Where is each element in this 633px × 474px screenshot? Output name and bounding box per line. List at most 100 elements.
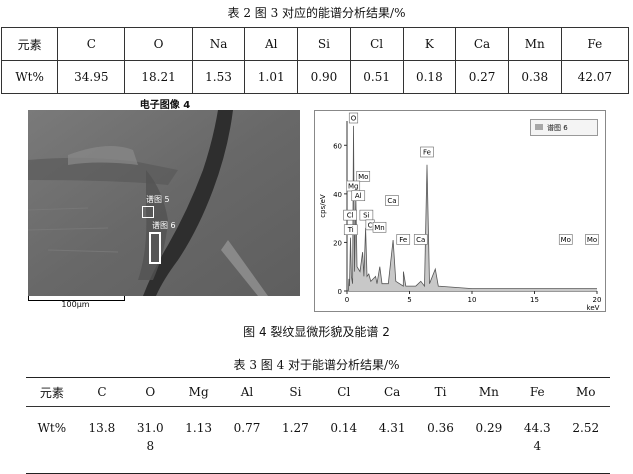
peak-label-mn: Mn (374, 224, 384, 232)
peak-label-c: C (368, 221, 373, 229)
peak-label-ca: Ca (416, 236, 425, 244)
peak-label-mo: Mo (561, 236, 571, 244)
peak-label-box (356, 170, 371, 182)
table2-data-row: Wt% 34.95 18.21 1.53 1.01 0.90 0.51 0.18 0.27 0.3… (0, 60, 630, 94)
table2-cell: 0.51 (349, 60, 404, 94)
spectrum-line (347, 125, 597, 292)
table2-header-fe: Fe (560, 27, 630, 61)
table3-header-al: Al (222, 377, 272, 407)
y-tick-label: 0 (338, 288, 342, 296)
table3-cell: 13.8 (88, 421, 116, 435)
peak-label-box (372, 221, 387, 233)
y-tick-label: 20 (333, 239, 342, 247)
peak-label-box (413, 234, 428, 245)
table2-header-si: Si (297, 27, 351, 61)
table2-header-al: Al (244, 27, 299, 61)
table3-cell: 31.0 8 (136, 421, 164, 453)
table2-header-c: C (57, 27, 126, 61)
peak-label-al: Al (355, 192, 362, 200)
table3-header-mg: Mg (174, 377, 223, 407)
scale-bar-label: 100μm (61, 300, 90, 309)
y-tick-label: 40 (333, 191, 342, 199)
peak-label-box (396, 234, 411, 245)
table2-cell: 18.21 (124, 60, 193, 94)
sem-spectrum-5-box (142, 206, 154, 218)
table3-header-row: 元素 C O Mg Al Si Cl Ca Ti Mn Fe Mo (26, 377, 610, 407)
table2-cell: 0.18 (402, 60, 457, 94)
sem-spectrum-6-box (149, 232, 161, 264)
table3-header-cl: Cl (319, 377, 368, 407)
table2-header-mn: Mn (507, 27, 562, 61)
y-axis-label: cps/eV (319, 194, 327, 218)
sem-micrograph: 谱图 5 谱图 6 (28, 110, 300, 296)
table2-header-na: Na (191, 27, 246, 61)
sem-texture (28, 110, 300, 296)
peak-label-cl: Cl (347, 212, 354, 220)
peak-label-o: O (351, 115, 357, 123)
table2-cell: 34.95 (57, 60, 126, 94)
x-tick-label: 15 (530, 296, 539, 304)
table2: 元素 C O Na Al Si Cl K Ca Mn Fe Wt% 34.95 18.21 1.53 1.0… (0, 27, 630, 94)
peak-label-box (343, 209, 357, 221)
scale-bar (28, 296, 125, 301)
table2-header-ca: Ca (455, 27, 509, 61)
table3-header-o: O (126, 377, 175, 407)
peak-label-box (343, 224, 358, 236)
peak-label-box (351, 190, 366, 202)
eds-spectrum-panel: 0 20 40 60 0 5 10 15 20 cps/eV keV O Fe Mo Mg Al Ca Cl Si C… (314, 110, 606, 312)
table3-cell: 2.52 (572, 421, 600, 435)
table3-cell: 0.29 (475, 421, 503, 435)
table3-corner-header: 元素 (26, 377, 78, 407)
peak-label-mg: Mg (348, 183, 358, 191)
table3-cell: 0.77 (233, 421, 261, 435)
table2-cell: 0.90 (297, 60, 351, 94)
table3-cell: 0.36 (427, 421, 454, 435)
peak-label-mo: Mo (358, 173, 368, 181)
x-tick-label: 0 (345, 296, 349, 304)
table3-cell: 0.14 (330, 421, 358, 435)
peak-label-box (385, 195, 399, 206)
peak-label-box (585, 234, 599, 245)
peak-label-fe: Fe (423, 149, 431, 157)
peak-label-si: Si (363, 212, 369, 220)
peak-label-mo: Mo (587, 236, 597, 244)
table3: 元素 C O Mg Al Si Cl Ca Ti Mn Fe Mo Wt% 13.8 31.0 8 1.13 0… (26, 377, 610, 474)
table3-cell: 44.3 4 (523, 421, 551, 453)
table3-header-ti: Ti (416, 377, 465, 407)
table2-cell: 0.38 (507, 60, 562, 94)
x-tick-label: 5 (407, 296, 411, 304)
table2-header-cl: Cl (349, 27, 404, 61)
table2-cell: 1.53 (191, 60, 246, 94)
figure4-caption: 图 4 裂纹显微形貌及能谱 2 (243, 325, 390, 339)
table3-header-ca: Ca (367, 377, 417, 407)
table2-header-k: K (402, 27, 457, 61)
peak-label-ca: Ca (387, 197, 396, 205)
table2-cell: 42.07 (560, 60, 630, 94)
peak-label-fe: Fe (399, 236, 407, 244)
sem-spectrum-5-label: 谱图 5 (146, 195, 170, 204)
table3-row-label: Wt% (37, 421, 67, 435)
peak-label-box (348, 112, 359, 124)
table3-cell: 4.31 (378, 421, 406, 435)
table3-data-row: Wt% 13.8 31.0 8 1.13 0.77 1.27 0.14 4.31 0.36 0.29… (26, 407, 610, 474)
peak-label-ti: Ti (347, 226, 354, 234)
table2-cell: 0.27 (455, 60, 509, 94)
table2-header-o: O (124, 27, 193, 61)
sem-image-title: 电子图像 4 (139, 100, 191, 111)
table3-header-mo: Mo (561, 377, 610, 407)
table3-caption: 表 3 图 4 对于能谱分析结果/% (233, 358, 400, 372)
spectrum-area (347, 125, 597, 292)
x-tick-label: 20 (593, 296, 602, 304)
legend-swatch (535, 124, 543, 130)
table3-header-fe: Fe (513, 377, 562, 407)
x-tick-label: 10 (468, 296, 477, 304)
table2-header-row: 元素 C O Na Al Si Cl K Ca Mn Fe (0, 27, 630, 61)
sem-spectrum-6-label: 谱图 6 (152, 221, 176, 230)
x-axis-label: keV (587, 304, 600, 311)
table3-header-mn: Mn (464, 377, 514, 407)
table3-header-si: Si (271, 377, 320, 407)
peak-label-box (558, 234, 573, 245)
table3-header-c: C (77, 377, 127, 407)
y-tick-label: 60 (333, 142, 342, 150)
